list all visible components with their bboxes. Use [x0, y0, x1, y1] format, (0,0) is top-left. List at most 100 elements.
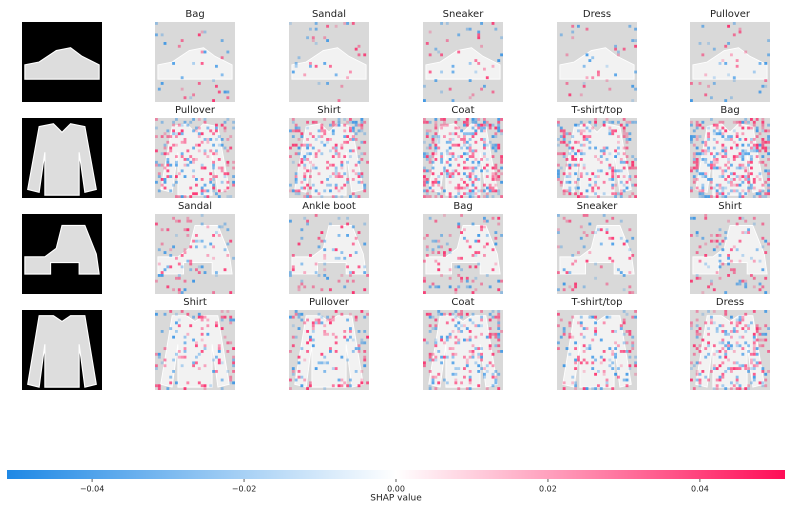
shap-cell	[744, 219, 748, 223]
shap-cell	[574, 361, 577, 365]
shap-cell	[189, 195, 193, 198]
shap-cell	[311, 344, 315, 348]
shap-cell	[622, 318, 626, 322]
shap-cell	[585, 214, 589, 217]
shap-cell	[175, 132, 178, 136]
shap-cell	[497, 192, 501, 196]
shap-cell	[468, 285, 472, 289]
shap-cell	[203, 387, 207, 390]
shap-cell	[229, 378, 233, 382]
shap-cell	[747, 160, 750, 164]
shap-cell	[434, 324, 438, 328]
shap-cell	[460, 330, 463, 333]
shap-cell	[425, 169, 429, 173]
shap-cell	[608, 132, 612, 136]
shap-cell	[480, 282, 483, 286]
class-label: Pullover	[175, 105, 216, 116]
shap-cell	[163, 143, 167, 147]
shap-cell	[217, 195, 221, 198]
shap-cell	[226, 90, 230, 94]
shap-cell	[314, 155, 318, 158]
shap-cell	[474, 120, 478, 124]
shap-cell	[320, 126, 324, 130]
shap-cell	[314, 318, 318, 322]
shap-cell	[445, 169, 449, 173]
shap-cell	[197, 132, 201, 136]
shap-cell	[698, 245, 702, 249]
shap-cell	[160, 178, 164, 181]
shap-cell	[692, 387, 696, 390]
shap-cell	[568, 332, 572, 336]
shap-cell	[223, 248, 227, 252]
shap-cell	[732, 183, 736, 187]
shap-cell	[291, 160, 295, 164]
shap-cell	[303, 172, 307, 176]
shap-cell	[594, 276, 597, 280]
shap-cell	[157, 352, 161, 356]
shap-cell	[752, 216, 756, 220]
shap-cell	[306, 152, 309, 156]
shap-cell	[767, 192, 770, 196]
shap-cell	[212, 256, 215, 260]
shap-cell	[434, 178, 438, 181]
shap-cell	[183, 350, 187, 353]
shap-cell	[724, 370, 728, 373]
shap-cell	[457, 330, 461, 333]
shap-cell	[591, 231, 595, 234]
shap-cell	[718, 228, 722, 232]
shap-cell	[460, 312, 463, 316]
shap-cell	[568, 321, 572, 325]
shap-cell	[755, 143, 759, 147]
shap-cell	[323, 361, 327, 365]
shap-cell	[724, 62, 728, 65]
shap-cell	[701, 175, 705, 178]
shap-cell	[195, 234, 198, 237]
shap-cell	[155, 367, 158, 370]
shap-cell	[732, 350, 736, 353]
shap-cell	[232, 364, 235, 368]
shap-cell	[611, 236, 615, 240]
shap-cell	[329, 123, 332, 127]
shap-cell	[323, 256, 327, 260]
shap-cell	[320, 152, 324, 156]
shap-cell	[571, 381, 575, 385]
shap-cell	[297, 315, 301, 319]
shap-cell	[579, 192, 583, 196]
shap-cell	[300, 375, 304, 379]
shap-cell	[311, 183, 315, 187]
shap-cell	[712, 82, 716, 85]
shap-cell	[488, 285, 492, 289]
shap-cell	[363, 186, 367, 190]
shap-cell	[323, 118, 327, 121]
shap-cell	[306, 195, 309, 198]
shap-cell	[557, 143, 560, 147]
shap-cell	[619, 324, 623, 328]
shap-cell	[634, 372, 637, 376]
shap-cell	[434, 118, 438, 121]
shap-cell	[690, 120, 693, 124]
shap-cell	[695, 169, 699, 173]
shap-cell	[718, 183, 722, 187]
shap-cell	[488, 332, 492, 336]
shap-cell	[457, 256, 461, 260]
shap-cell	[483, 254, 486, 257]
shap-cell	[747, 228, 750, 232]
shap-cell	[232, 183, 235, 187]
shap-cell	[738, 335, 742, 339]
shap-cell	[232, 381, 235, 385]
shap-cell	[223, 120, 227, 124]
shap-cell	[701, 338, 705, 342]
shap-cell	[752, 347, 756, 350]
shap-cell	[591, 315, 595, 319]
shap-cell	[614, 341, 617, 345]
shap-cell	[727, 262, 730, 266]
shap-cell	[163, 251, 167, 254]
shap-cell	[724, 291, 728, 294]
shap-cell	[323, 324, 327, 328]
shap-cell	[608, 152, 612, 156]
shap-cell	[166, 152, 170, 156]
shap-cell	[457, 321, 461, 325]
shap-cell	[206, 138, 210, 141]
shap-cell	[597, 186, 600, 190]
shap-cell	[631, 335, 635, 339]
